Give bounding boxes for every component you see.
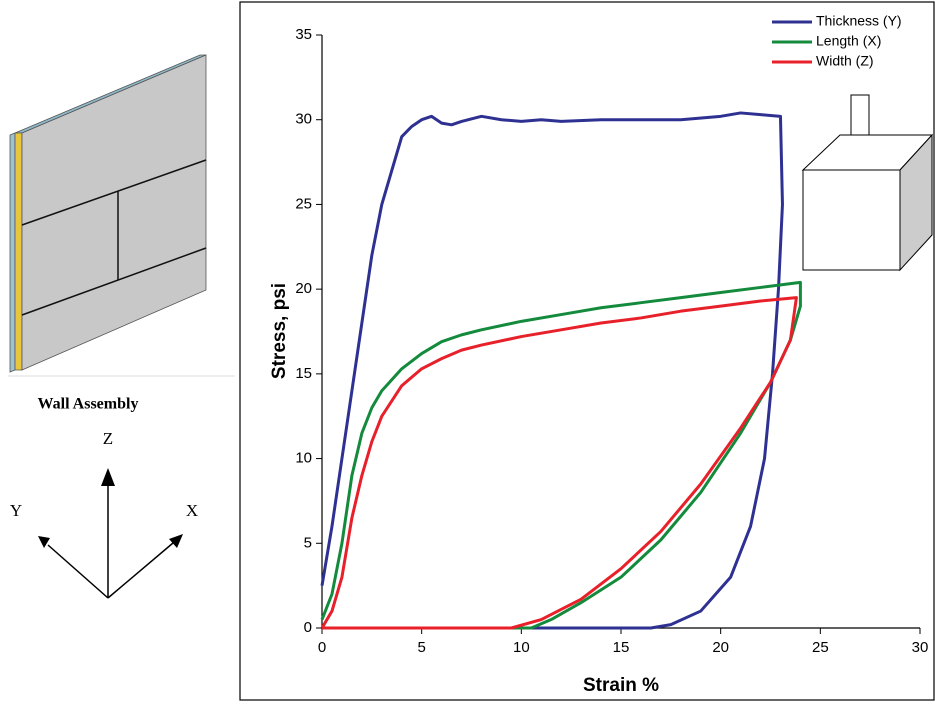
axes-triad <box>38 468 183 599</box>
x-tick-label: 0 <box>318 639 326 656</box>
x-tick-label: 30 <box>912 639 929 656</box>
wall-drawing <box>8 54 235 377</box>
y-tick-label: 5 <box>304 534 312 551</box>
y-tick-label: 20 <box>295 280 312 297</box>
axis-z-label: Z <box>103 429 113 448</box>
x-axis-label: Strain % <box>583 675 659 696</box>
series-line <box>320 280 802 630</box>
x-tick-label: 15 <box>613 639 630 656</box>
x-tick-label: 10 <box>513 639 530 656</box>
axis-x-label: X <box>186 501 198 520</box>
diagram-caption: Wall Assembly <box>38 396 139 413</box>
series-line <box>320 111 784 630</box>
legend-label: Thickness (Y) <box>816 13 902 29</box>
axis-y-label: Y <box>10 501 22 520</box>
y-tick-label: 25 <box>295 195 312 212</box>
chart-frame <box>239 1 935 701</box>
legend-label: Width (Z) <box>816 53 874 69</box>
y-tick-label: 30 <box>295 111 312 128</box>
cube-icon <box>801 94 934 272</box>
y-tick-label: 10 <box>295 450 312 467</box>
legend-label: Length (X) <box>816 33 881 49</box>
x-tick-label: 25 <box>812 639 829 656</box>
y-tick-label: 35 <box>295 26 312 43</box>
x-tick-label: 5 <box>417 639 425 656</box>
y-tick-label: 15 <box>295 365 312 382</box>
series-line <box>320 296 798 630</box>
y-tick-label: 0 <box>304 619 312 636</box>
y-axis-label: Stress, psi <box>269 283 290 379</box>
x-tick-label: 20 <box>712 639 729 656</box>
